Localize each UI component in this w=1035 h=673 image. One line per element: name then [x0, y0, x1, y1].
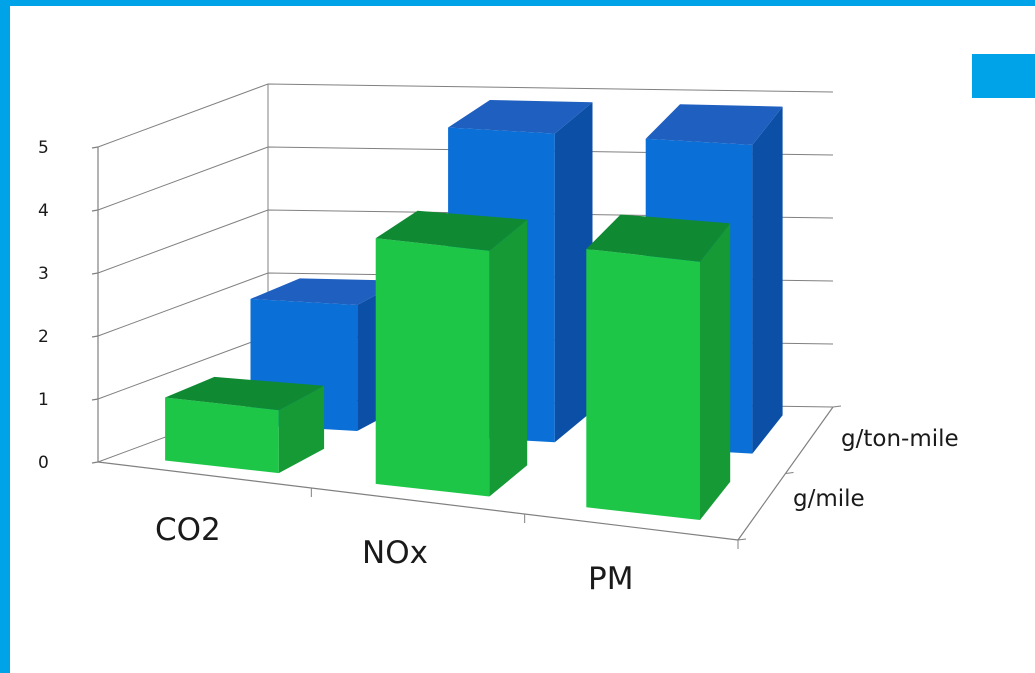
- bar-front-face: [375, 238, 490, 497]
- depth-tick-mark: [785, 472, 794, 474]
- y-tick-label: 2: [38, 327, 49, 347]
- y-tick-mark: [91, 209, 99, 212]
- y-tick-mark: [91, 398, 99, 401]
- y-tick-label: 0: [38, 453, 49, 473]
- x-axis-line: [97, 461, 739, 541]
- bar-side-face: [489, 219, 528, 497]
- bars: [165, 100, 783, 520]
- y-tick-mark: [91, 146, 99, 149]
- y-tick-label: 3: [38, 264, 49, 284]
- depth-tick-mark: [737, 538, 747, 541]
- y-tick-mark: [91, 272, 99, 275]
- frame-top-bar: [0, 0, 1035, 6]
- depth-tick-mark: [832, 405, 842, 408]
- bar-g/mile-NOx: [375, 210, 528, 497]
- bar-g/mile-PM: [586, 214, 731, 520]
- x-category-label: PM: [588, 561, 633, 597]
- bar-side-face: [278, 385, 325, 474]
- depth-series-label: g/mile: [793, 486, 865, 512]
- bar-side-face: [752, 106, 783, 454]
- y-tick-label: 5: [38, 138, 49, 158]
- bar-side-face: [554, 102, 593, 443]
- bar-front-face: [165, 397, 279, 474]
- bar-top-face: [448, 100, 593, 134]
- y-tick-label: 1: [38, 390, 49, 410]
- corner-swatch: [972, 54, 1035, 98]
- bar-top-face: [645, 104, 783, 145]
- x-category-label: CO2: [155, 512, 221, 548]
- bar-top-face: [165, 376, 325, 411]
- y-tick-label: 4: [38, 201, 49, 221]
- y-tick-mark: [91, 461, 99, 464]
- bar-side-face: [700, 223, 731, 520]
- depth-series-label: g/ton-mile: [841, 426, 959, 452]
- bar-top-face: [586, 214, 731, 262]
- y-tick-mark: [91, 335, 99, 338]
- bar-top-face: [375, 210, 528, 251]
- frame-left-bar: [0, 0, 10, 673]
- x-category-label: NOx: [362, 535, 428, 571]
- labels: 0 1 2 3 4 5 CO2 NOx PM g/ton-mile g/mile: [38, 138, 959, 597]
- bar-g/mile-CO2: [165, 376, 325, 474]
- axes: [91, 146, 842, 549]
- bar-top-face: [250, 278, 403, 305]
- bar-front-face: [586, 249, 700, 520]
